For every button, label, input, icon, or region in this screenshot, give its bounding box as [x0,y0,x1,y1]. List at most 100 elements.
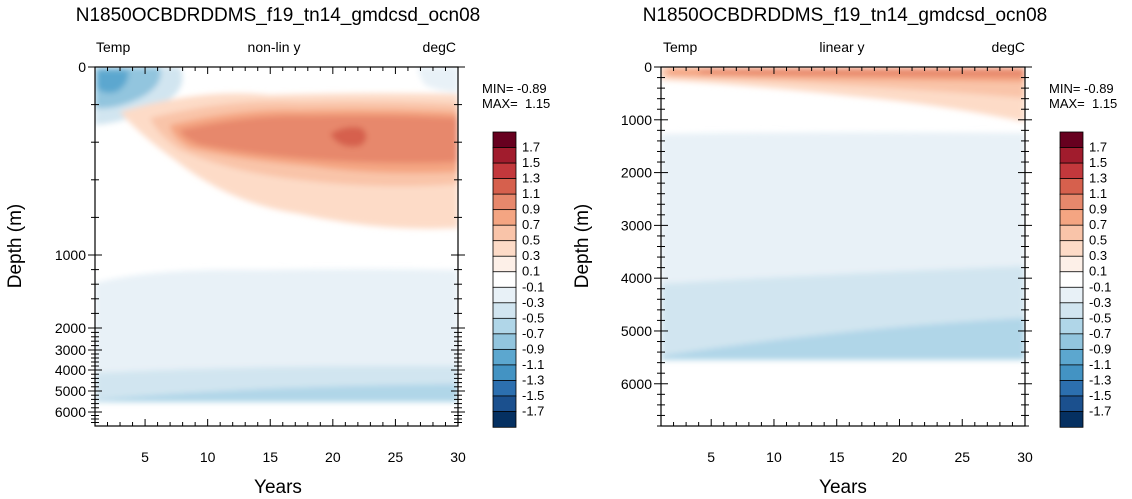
colorbar-label: -0.7 [522,326,544,341]
x-tick-label: 30 [450,449,466,465]
contour-warm-core [330,126,367,147]
chart-title-left: N1850OCBDRDDMS_f19_tn14_gmdcsd_ocn08 [76,5,481,26]
colorbar-swatch [1059,193,1084,211]
colorbar-label: 0.1 [522,264,540,279]
y-tick-label: 2000 [621,165,652,181]
colorbar-swatch [1059,317,1084,335]
colorbar-label: 1.3 [522,171,540,186]
colorbar-label: -1.3 [522,372,544,387]
colorbar-label: 0.7 [522,217,540,232]
colorbar-swatch [1059,209,1084,226]
chart-title-right: N1850OCBDRDDMS_f19_tn14_gmdcsd_ocn08 [643,5,1048,26]
y-tick-label: 2000 [55,320,86,336]
y-tick-label: 0 [644,59,652,75]
colorbar-swatch [1059,224,1084,242]
y-tick-label: 1000 [621,112,652,128]
x-tick-label: 15 [829,449,845,465]
scale-note-right: linear y [819,39,864,55]
colorbar-swatch [492,255,517,273]
colorbar-label: 1.5 [1089,155,1107,170]
y-tick-label: 6000 [621,376,652,392]
colorbar-label: 0.5 [1089,233,1107,248]
max-label-right: MAX= 1.15 [1049,96,1117,111]
colorbar-label: 0.1 [1089,264,1107,279]
colorbar-label: 0.3 [1089,248,1107,263]
colorbar-swatch [492,348,517,366]
colorbar-swatch [492,286,517,304]
colorbar-swatch [492,147,517,164]
y-tick-label: 5000 [55,383,86,399]
x-axis-label-right: Years [819,477,867,498]
colorbar-swatch [492,193,517,211]
colorbar-swatch [492,317,517,335]
colorbar-swatch [1059,271,1084,288]
y-tick-label: 1000 [55,247,86,263]
x-tick-label: 10 [200,449,216,465]
colorbar-label: -0.7 [1089,326,1111,341]
colorbar-swatch [492,380,517,397]
colorbar-swatch [1059,131,1084,149]
colorbar-label: -1.3 [1089,372,1111,387]
units-label-left: degC [423,39,456,55]
y-tick-label: 4000 [621,270,652,286]
colorbar-swatch [492,209,517,226]
colorbar-label: -1.7 [522,403,544,418]
y-tick-label: 0 [78,59,86,75]
panel-right: N1850OCBDRDDMS_f19_tn14_gmdcsd_ocn08 Tem… [572,5,1117,498]
y-tick-label: 3000 [55,342,86,358]
colorbar-swatch [1059,395,1084,413]
y-axis-right: 0 1000 2000 3000 4000 5000 6000 [621,59,1032,427]
y-axis-label-right: Depth (m) [572,204,593,288]
colorbar-swatch [1059,364,1084,382]
colorbar-label: -1.1 [1089,357,1111,372]
colorbar-swatch [492,162,517,180]
contour-deep-05 [95,384,458,402]
plot-frame-left [94,66,459,427]
colorbar-label: -1.7 [1089,403,1111,418]
variable-label-left: Temp [96,39,130,55]
colorbar-label: 1.1 [522,186,540,201]
colorbar-label: 0.5 [522,233,540,248]
colorbar-label: -1.1 [522,357,544,372]
contour-deep-05-right [661,318,1025,360]
colorbar-swatch [492,395,517,413]
colorbar-left: 1.71.51.31.10.90.70.50.30.1-0.1-0.3-0.5-… [492,131,544,428]
contour-warm-09 [180,115,458,164]
colorbar-label: -0.5 [1089,310,1111,325]
colorbar-swatch [1059,162,1084,180]
colorbar-label: 1.7 [522,140,540,155]
colorbar-swatch [1059,147,1084,164]
colorbar-swatch [492,240,517,257]
colorbar-label: -0.9 [522,341,544,356]
colorbar-label: -1.5 [1089,388,1111,403]
plot-area-right [661,67,1025,360]
min-label-left: MIN= -0.89 [482,81,547,96]
colorbar-swatch [1059,348,1084,366]
x-tick-label: 20 [892,449,908,465]
max-label-left: MAX= 1.15 [482,96,550,111]
colorbar-label: -0.3 [522,295,544,310]
scale-note-left: non-lin y [248,39,301,55]
colorbar-label: 1.5 [522,155,540,170]
colorbar-label: -0.1 [522,279,544,294]
y-tick-label: 3000 [621,217,652,233]
x-axis-right: 5 10 15 20 25 30 [660,67,1033,465]
x-tick-label: 25 [388,449,404,465]
colorbar-swatch [1059,240,1084,257]
colorbar-label: -0.3 [1089,295,1111,310]
colorbar-swatch [1059,411,1084,428]
x-axis-left: 5 10 15 20 25 30 [94,67,466,465]
y-axis-label-left: Depth (m) [5,204,26,288]
colorbar-label: 0.9 [1089,202,1107,217]
colorbar-label: -0.1 [1089,279,1111,294]
panel-left: N1850OCBDRDDMS_f19_tn14_gmdcsd_ocn08 Tem… [5,5,550,498]
colorbar-label: -1.5 [522,388,544,403]
contour-upper-09 [700,69,1025,77]
colorbar-swatch [492,411,517,428]
colorbar-label: 1.1 [1089,186,1107,201]
colorbar-swatch [492,271,517,288]
x-axis-label-left: Years [254,477,302,498]
plot-area-left [95,67,458,402]
colorbar-label: 0.3 [522,248,540,263]
